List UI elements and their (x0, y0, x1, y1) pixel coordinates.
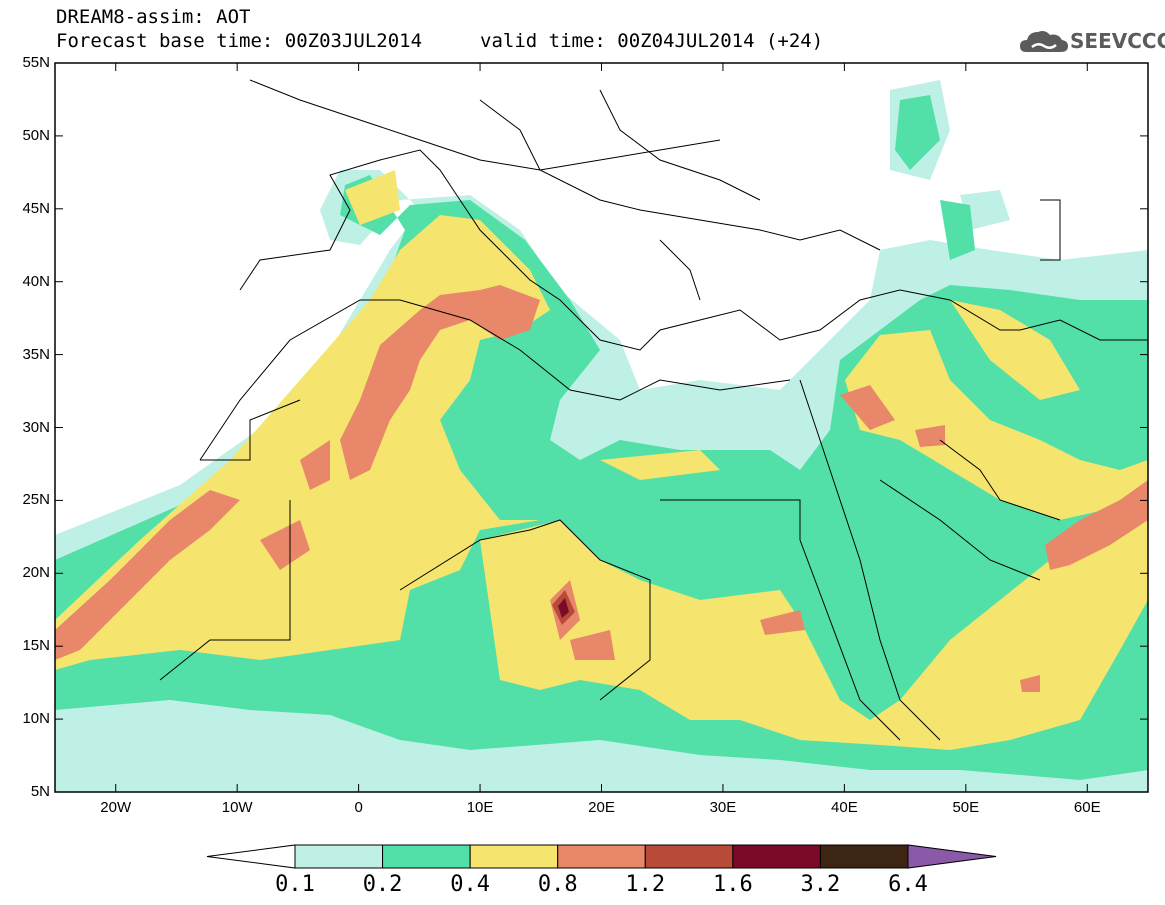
lat-label: 55N (22, 54, 50, 71)
colorbar-swatch (294, 844, 384, 869)
lon-label: 30E (709, 799, 737, 816)
logo-text: SEEVCCC (1070, 29, 1165, 53)
colorbar-label: 0.8 (537, 872, 578, 897)
colorbar-max-arrow (907, 844, 997, 869)
colorbar-swatch (557, 844, 646, 869)
colorbar-swatch (732, 844, 821, 869)
colorbar-label: 1.6 (712, 872, 753, 897)
colorbar-min-arrow (206, 844, 296, 869)
lat-label: 15N (22, 637, 50, 655)
colorbar-swatch (819, 844, 909, 869)
map-title: DREAM8-assim: AOT (56, 6, 251, 28)
coastlines (159, 79, 1148, 741)
lon-label: 10W (221, 799, 253, 816)
lon-label: 50E (952, 799, 980, 816)
lat-label: 20N (22, 564, 50, 582)
lat-label: 10N (22, 710, 50, 728)
colorbar-label: 0.2 (362, 872, 403, 897)
aot-level-1.6 (558, 598, 569, 618)
lat-label: 40N (22, 272, 50, 290)
lat-label: 50N (22, 126, 50, 144)
colorbar-label: 0.1 (275, 872, 315, 897)
colorbar-label: 3.2 (800, 872, 841, 897)
colorbar-label: 1.2 (625, 872, 666, 897)
lon-label: 60E (1073, 799, 1101, 816)
axis-ticks (55, 62, 1148, 793)
lat-label: 35N (22, 345, 50, 363)
lat-label: 5N (30, 783, 50, 800)
lon-label: 40E (831, 799, 858, 816)
lon-label: 0 (354, 799, 363, 816)
valid-time: valid time: 00Z04JUL2014 (+24) (480, 30, 824, 52)
aot-level-0.8 (55, 285, 1148, 692)
colorbar-swatch (382, 844, 471, 869)
lat-label: 30N (22, 418, 50, 436)
colorbar-swatch (469, 844, 559, 869)
colorbar-label: 6.4 (888, 872, 928, 897)
lon-label: 10E (466, 799, 494, 816)
colorbar-label: 0.4 (450, 872, 491, 897)
seevccc-logo: SEEVCCC (1018, 24, 1165, 58)
colorbar-swatch (644, 844, 734, 869)
cloud-logo-icon (1020, 31, 1068, 52)
lat-label: 45N (22, 199, 50, 217)
aot-contours (55, 63, 1148, 792)
lat-label: 25N (22, 491, 50, 509)
lon-label: 20E (588, 799, 615, 816)
forecast-base-time: Forecast base time: 00Z03JUL2014 (56, 30, 423, 52)
lon-label: 20W (100, 799, 132, 816)
